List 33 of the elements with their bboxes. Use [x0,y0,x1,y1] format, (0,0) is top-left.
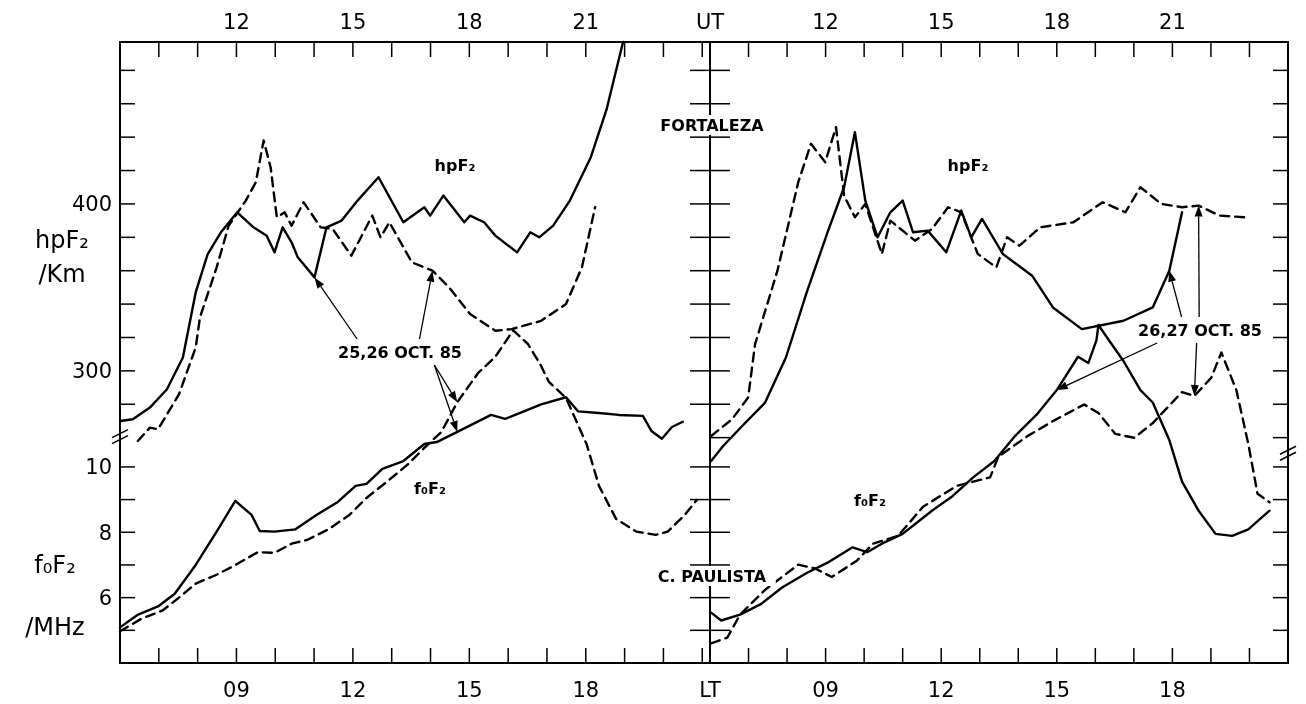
annotation: f₀F₂ [854,490,886,510]
x-tick-label: 18 [572,678,600,703]
y-tick-label: 10 [85,455,112,480]
x-tick-label: 18 [1159,678,1186,703]
x-tick-label: 12 [339,678,367,703]
x-axis-title: LT [699,678,721,703]
x-tick-label: 09 [812,678,839,703]
x2-tick-label: 12 [223,10,250,35]
annotation: hpF₂ [947,155,989,175]
x-tick-label: 09 [223,678,250,703]
annotation: f₀F₂ [414,478,446,498]
annotation: 26,27 OCT. 85 [1138,320,1262,340]
x2-tick-label: 21 [1159,10,1186,35]
x2-tick-label: 12 [812,10,839,35]
annotation: hpF₂ [434,155,476,175]
y-tick-label: 8 [98,520,112,545]
x2-axis-title: UT [695,10,725,35]
y2-axis-title: hpF₂ /Km [35,226,89,289]
x2-tick-label: 21 [572,10,600,35]
text: f₀F₂ /MHz [25,551,85,642]
y2-tick-label: 400 [71,192,112,217]
x2-tick-label: 15 [927,10,955,35]
x-tick-label: 12 [927,678,955,703]
x2-tick-label: 18 [455,10,483,35]
x-tick-label: 15 [1043,678,1071,703]
annotation: C. PAULISTA [657,566,767,586]
annotation: 25,26 OCT. 85 [338,342,462,362]
x2-tick-label: 18 [1043,10,1071,35]
annotation: FORTALEZA [660,115,765,135]
y-tick-label: 6 [98,585,112,610]
x-tick-label: 15 [455,678,483,703]
y2-tick-label: 300 [71,359,112,384]
x2-tick-label: 15 [339,10,367,35]
